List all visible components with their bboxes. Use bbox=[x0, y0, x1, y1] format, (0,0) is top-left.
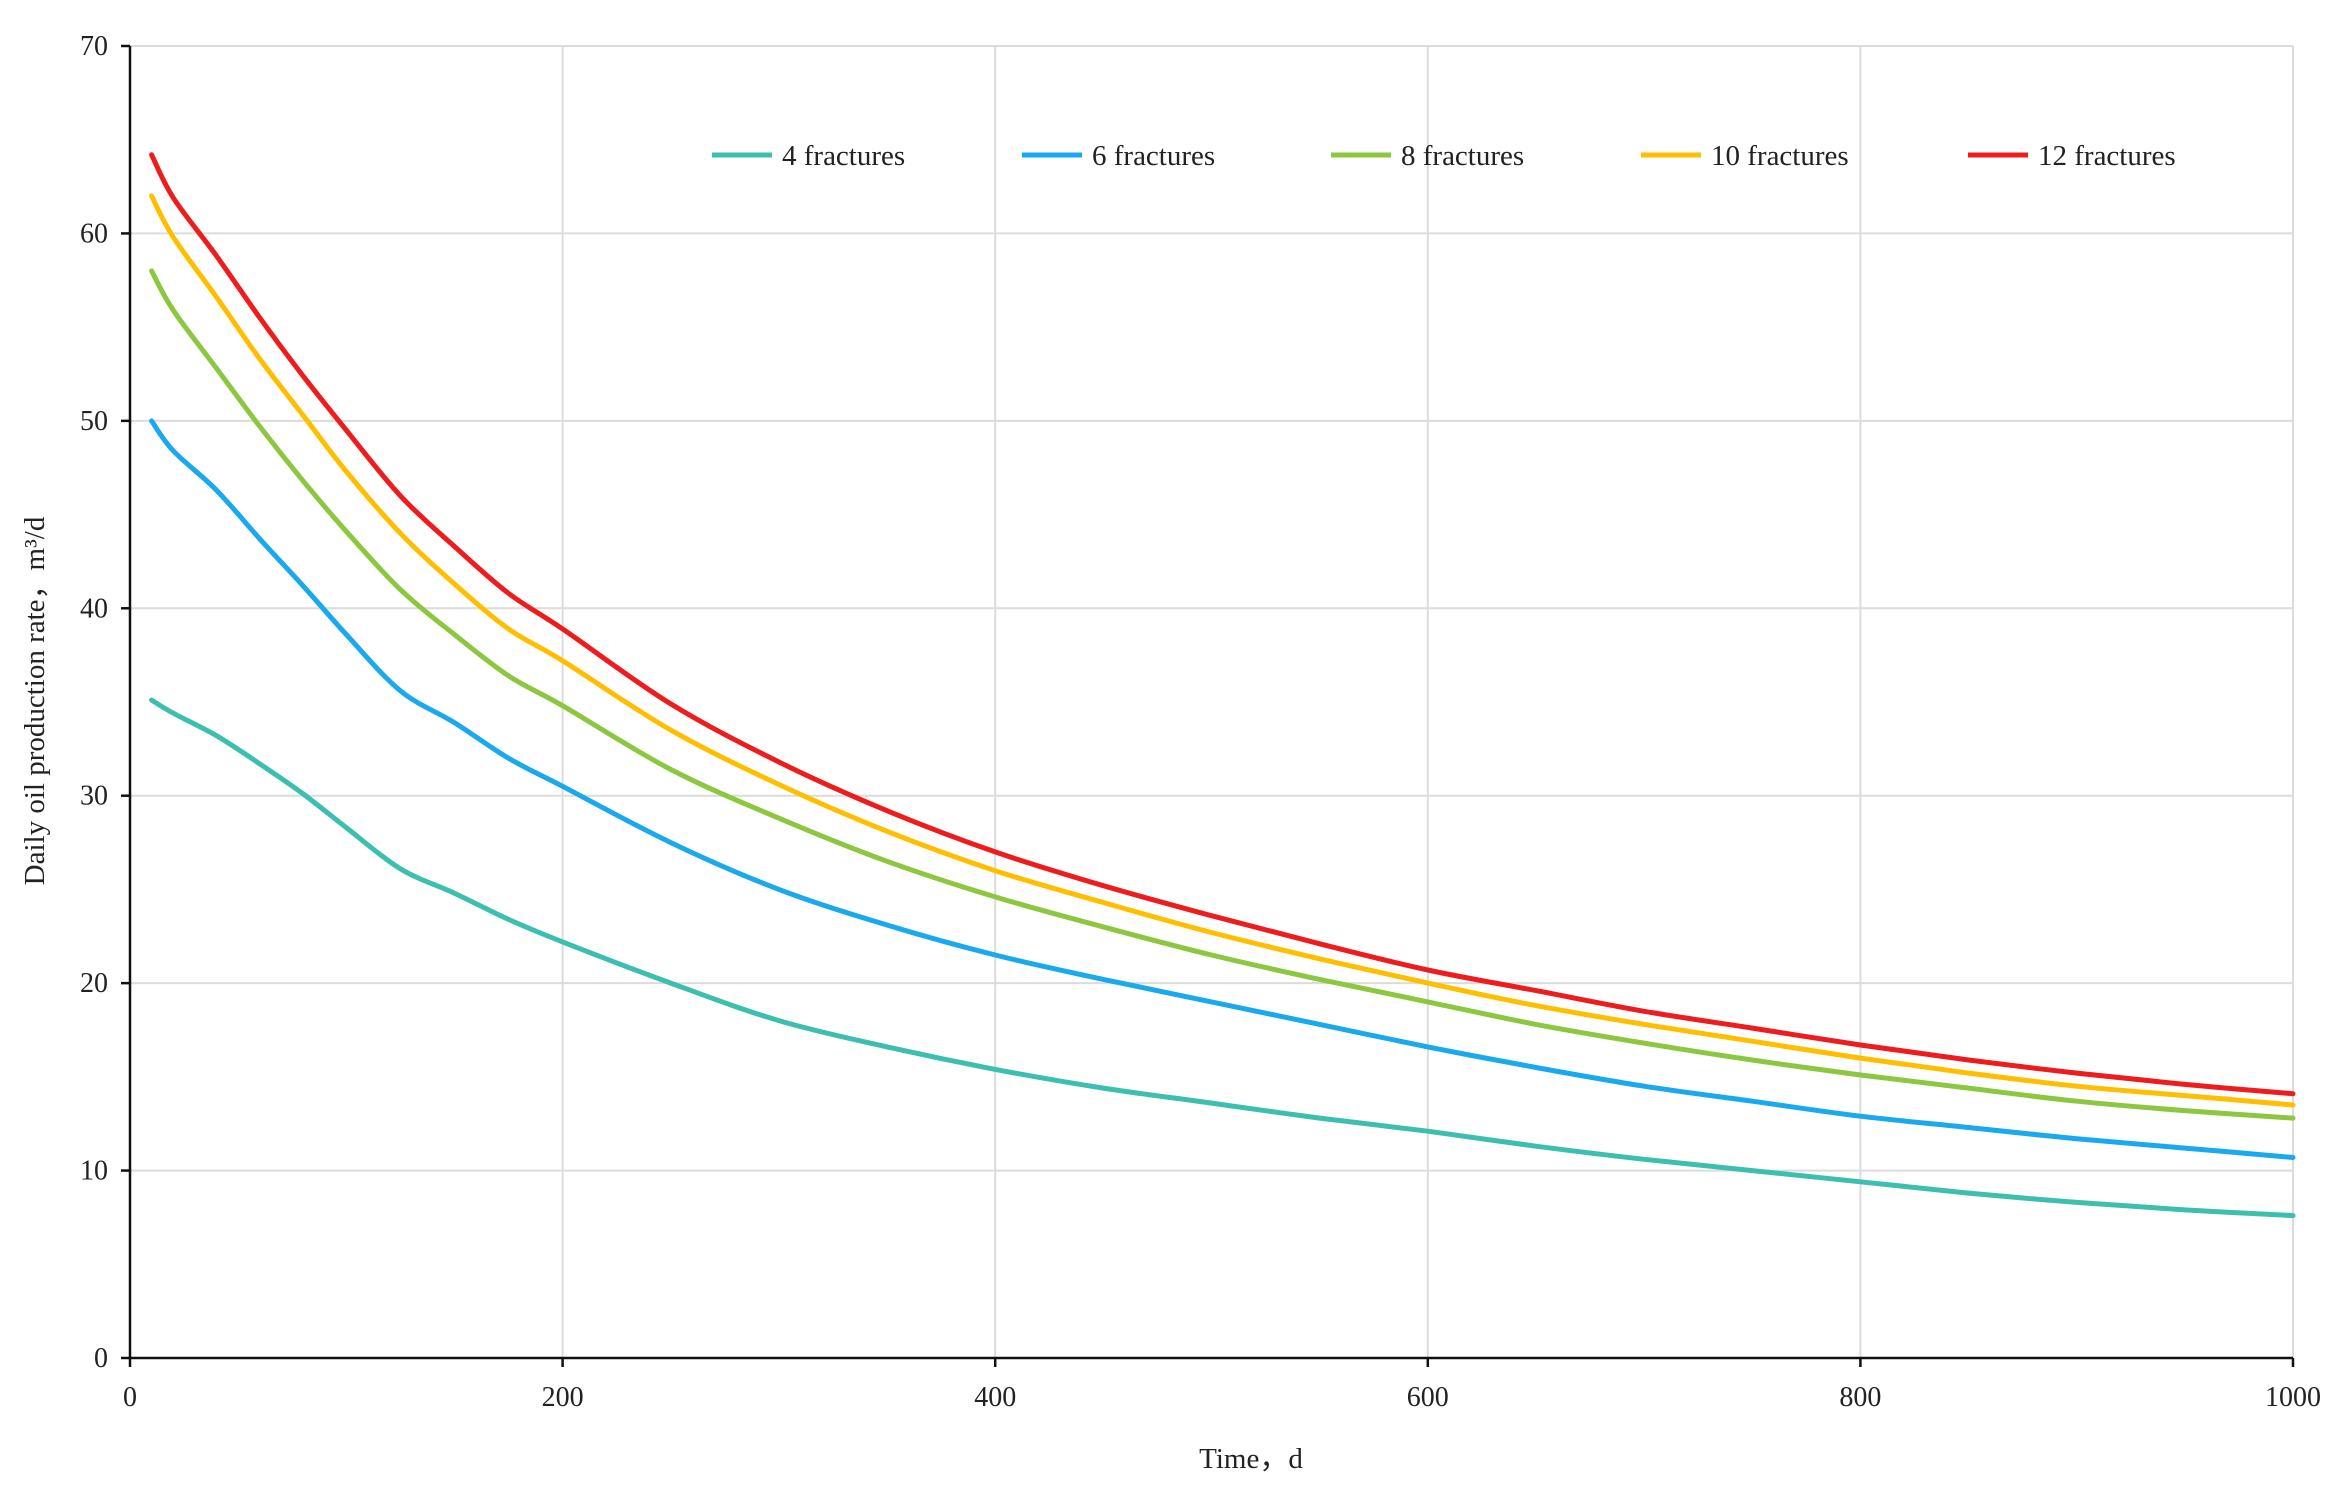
series-lines bbox=[149, 152, 2296, 1219]
y-tick-label: 0 bbox=[94, 1343, 108, 1374]
x-tick-label: 1000 bbox=[2265, 1382, 2321, 1413]
series-line-2 bbox=[149, 418, 2296, 1160]
series-line-5 bbox=[149, 152, 2296, 1097]
x-axis-title: Time，d bbox=[1199, 1443, 1303, 1475]
series-line-4 bbox=[149, 193, 2296, 1108]
tick-labels: 0 10 20 30 40 50 60 70 0 200 400 600 800 1000 bbox=[80, 31, 2321, 1413]
legend-label-2: 6 fractures bbox=[1092, 140, 1215, 172]
x-tick-label: 400 bbox=[974, 1382, 1016, 1413]
legend-label-3: 8 fractures bbox=[1401, 140, 1524, 172]
y-axis-title: Daily oil production rate，m³/d bbox=[19, 516, 51, 885]
y-tick-label: 10 bbox=[80, 1156, 108, 1187]
axes bbox=[121, 44, 2295, 1367]
x-tick-label: 0 bbox=[123, 1382, 137, 1413]
legend-label-1: 4 fractures bbox=[782, 140, 905, 172]
series-line-3 bbox=[149, 268, 2296, 1121]
y-tick-label: 40 bbox=[80, 593, 108, 624]
y-tick-label: 70 bbox=[80, 31, 108, 62]
x-tick-label: 600 bbox=[1407, 1382, 1449, 1413]
legend-label-5: 12 fractures bbox=[2038, 140, 2176, 172]
y-tick-label: 20 bbox=[80, 968, 108, 999]
x-tick-label: 200 bbox=[542, 1382, 584, 1413]
grid bbox=[130, 45, 2294, 1358]
legend-label-4: 10 fractures bbox=[1711, 140, 1849, 172]
legend: 4 fractures 6 fractures 8 fractures 10 frac… bbox=[712, 140, 2176, 172]
y-tick-label: 50 bbox=[80, 406, 108, 437]
series-line-1 bbox=[149, 697, 2296, 1219]
x-tick-label: 800 bbox=[1839, 1382, 1881, 1413]
y-tick-label: 60 bbox=[80, 218, 108, 249]
y-tick-label: 30 bbox=[80, 781, 108, 812]
